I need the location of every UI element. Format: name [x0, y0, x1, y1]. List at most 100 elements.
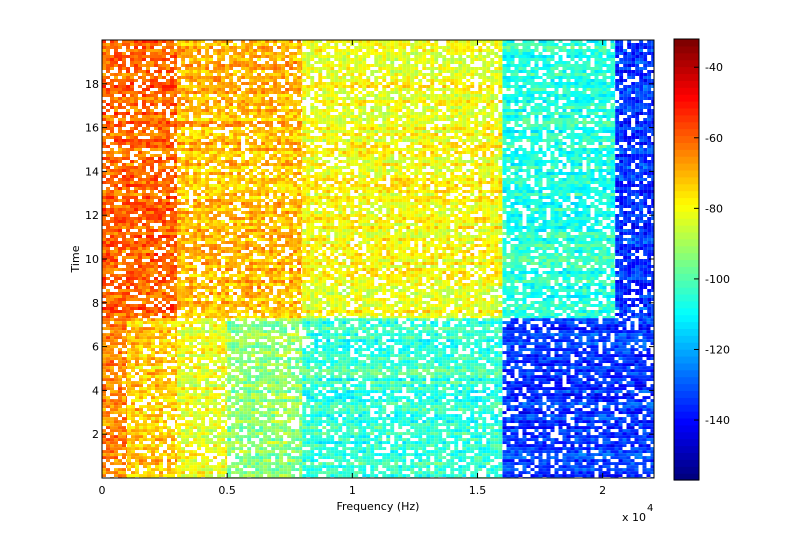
spectrogram-cell	[346, 363, 350, 366]
spectrogram-cell	[251, 459, 255, 462]
spectrogram-cell	[151, 345, 155, 348]
spectrogram-cell	[386, 351, 390, 354]
spectrogram-cell	[486, 408, 490, 411]
spectrogram-cell	[197, 393, 201, 396]
spectrogram-cell	[454, 405, 458, 408]
spectrogram-cell	[482, 372, 486, 375]
spectrogram-cell	[267, 456, 271, 459]
spectrogram-cell	[338, 330, 342, 333]
spectrogram-cell	[291, 411, 295, 414]
spectrogram-cell	[418, 339, 422, 342]
spectrogram-cell	[126, 393, 127, 396]
spectrogram-cell	[279, 321, 283, 324]
spectrogram-cell	[163, 474, 167, 477]
spectrogram-cell	[366, 414, 370, 417]
spectrogram-cell	[414, 432, 418, 435]
spectrogram-cell	[122, 342, 126, 345]
spectrogram-cell	[275, 318, 279, 321]
spectrogram-cell	[239, 366, 243, 369]
spectrogram-cell	[243, 405, 247, 408]
spectrogram-cell	[438, 375, 442, 378]
spectrogram-cell	[197, 453, 201, 456]
spectrogram-cell	[478, 330, 482, 333]
spectrogram-cell	[318, 333, 322, 336]
spectrogram-cell	[314, 429, 318, 432]
spectrogram-cell	[155, 441, 159, 444]
spectrogram-cell	[243, 360, 247, 363]
spectrogram-cell	[430, 321, 434, 324]
spectrogram-cell	[406, 387, 410, 390]
spectrogram-cell	[362, 333, 366, 336]
spectrogram-cell	[446, 414, 450, 417]
spectrogram-cell	[438, 417, 442, 420]
spectrogram-cell	[167, 351, 171, 354]
spectrogram-cell	[330, 393, 334, 396]
spectrogram-cell	[454, 390, 458, 393]
spectrogram-cell	[193, 321, 197, 324]
spectrogram-cell	[155, 462, 159, 465]
spectrogram-cell	[462, 363, 466, 366]
spectrogram-cell	[374, 390, 378, 393]
spectrogram-cell	[110, 441, 114, 444]
spectrogram-cell	[498, 414, 502, 417]
spectrogram-cell	[221, 462, 225, 465]
spectrogram-cell	[181, 471, 185, 474]
spectrogram-cell	[362, 366, 366, 369]
spectrogram-cell	[402, 354, 406, 357]
spectrogram-cell	[295, 357, 299, 360]
spectrogram-cell	[243, 429, 247, 432]
spectrogram-cell	[217, 336, 221, 339]
spectrogram-cell	[378, 417, 382, 420]
spectrogram-cell	[490, 426, 494, 429]
spectrogram-cell	[442, 417, 446, 420]
spectrogram-cell	[494, 441, 498, 444]
spectrogram-cell	[231, 348, 235, 351]
spectrogram-cell	[201, 471, 205, 474]
spectrogram-cell	[114, 402, 118, 405]
spectrogram-cell	[127, 459, 131, 462]
spectrogram-cell	[287, 351, 291, 354]
spectrogram-cell	[478, 420, 482, 423]
spectrogram-cell	[478, 348, 482, 351]
spectrogram-cell	[177, 453, 181, 456]
spectrogram-cell	[267, 453, 271, 456]
spectrogram-cell	[171, 405, 175, 408]
spectrogram-cell	[350, 438, 354, 441]
spectrogram-cell	[163, 471, 167, 474]
spectrogram-cell	[318, 408, 322, 411]
spectrogram-cell	[434, 390, 438, 393]
spectrogram-cell	[114, 336, 118, 339]
spectrogram-cell	[171, 408, 175, 411]
spectrogram-cell	[213, 396, 217, 399]
spectrogram-cell	[342, 324, 346, 327]
spectrogram-cell	[334, 414, 338, 417]
spectrogram-cell	[330, 354, 334, 357]
spectrogram-cell	[167, 408, 171, 411]
spectrogram-cell	[135, 375, 139, 378]
spectrogram-region	[227, 318, 302, 478]
spectrogram-cell	[147, 459, 151, 462]
spectrogram-cell	[126, 363, 127, 366]
spectrogram-cell	[259, 471, 263, 474]
spectrogram-cell	[131, 429, 135, 432]
spectrogram-plot-area	[102, 40, 654, 478]
spectrogram-cell	[247, 396, 251, 399]
spectrogram-cell	[450, 435, 454, 438]
spectrogram-cell	[334, 381, 338, 384]
spectrogram-cell	[394, 354, 398, 357]
spectrogram-cell	[171, 396, 175, 399]
spectrogram-cell	[295, 336, 299, 339]
spectrogram-cell	[442, 420, 446, 423]
spectrogram-cell	[135, 405, 139, 408]
spectrogram-cell	[287, 318, 291, 321]
spectrogram-cell	[482, 432, 486, 435]
spectrogram-cell	[139, 387, 143, 390]
spectrogram-cell	[482, 363, 486, 366]
spectrogram-cell	[442, 366, 446, 369]
spectrogram-cell	[374, 435, 378, 438]
spectrogram-cell	[486, 387, 490, 390]
spectrogram-cell	[193, 459, 197, 462]
spectrogram-cell	[390, 402, 394, 405]
spectrogram-cell	[181, 354, 185, 357]
spectrogram-cell	[185, 393, 189, 396]
